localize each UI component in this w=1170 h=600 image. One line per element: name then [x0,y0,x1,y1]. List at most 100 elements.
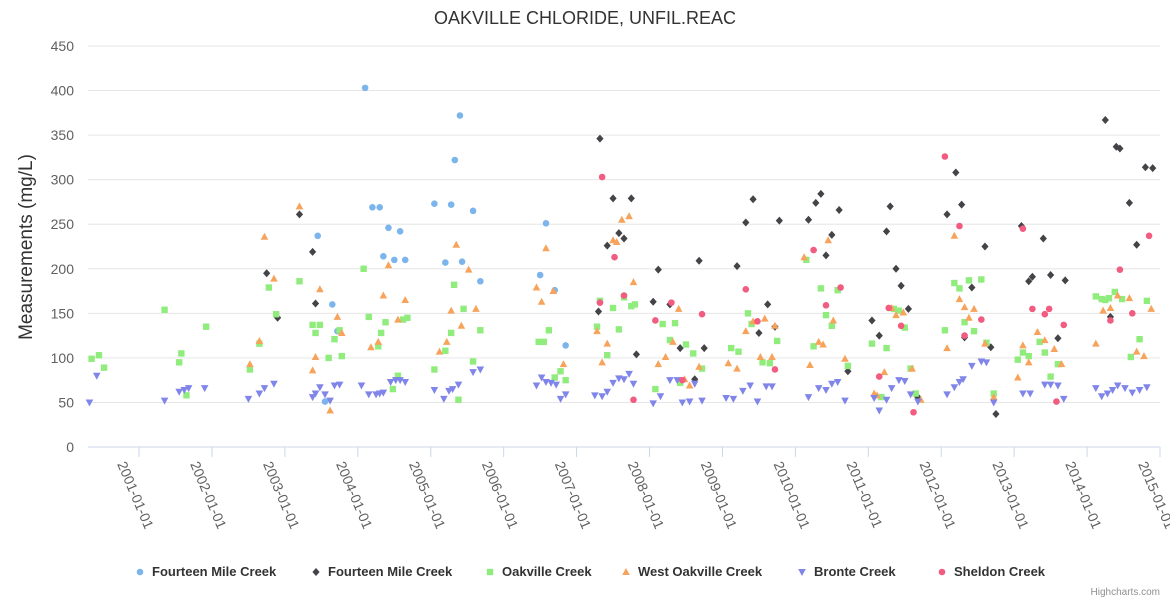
data-point [886,202,894,211]
legend-label: Bronte Creek [814,564,896,579]
data-point [435,347,444,355]
data-point [442,337,451,345]
y-tick-label: 350 [51,127,75,143]
data-point [800,253,808,261]
data-point [452,240,461,248]
data-point [735,348,742,355]
data-point [335,381,344,389]
data-point [952,168,960,177]
data-point [404,314,411,321]
data-point [316,321,324,329]
data-point [981,242,989,251]
data-point [900,378,909,386]
data-point [1098,295,1105,303]
data-point [537,297,546,305]
data-point [880,368,889,376]
data-point [390,256,398,264]
data-point [652,385,659,393]
data-point [260,232,269,240]
x-tick-label: 2010-01-01 [771,459,814,531]
data-point [246,360,254,368]
data-point [374,337,383,345]
data-point [742,285,750,293]
legend-item[interactable]: Fourteen Mile Creek [312,564,453,579]
data-point [742,218,750,227]
data-point [562,376,569,384]
plot-area [85,84,1157,419]
data-point [337,328,346,336]
data-point [627,194,635,203]
data-point [961,332,968,339]
x-tick-label: 2007-01-01 [552,459,595,531]
x-axis-ticks: 2001-01-01 2002-01-01 2003-01-01 2004-01-01… [114,447,1170,531]
data-point [755,328,763,337]
data-point [822,311,830,319]
data-point [331,335,338,343]
data-point [450,281,458,289]
data-point [631,301,639,308]
legend-symbol [312,568,320,576]
data-point [321,398,329,405]
data-point [1128,310,1136,317]
data-point [676,379,684,387]
data-point [965,277,973,284]
data-point [682,341,690,348]
data-point [1136,335,1143,343]
data-point [698,310,706,318]
data-point [389,385,397,393]
data-point [549,287,558,295]
series-3 [246,202,1156,414]
data-point [771,321,779,329]
y-tick-label: 300 [51,172,75,188]
data-point [612,238,621,246]
data-point [309,247,317,256]
data-point [630,396,637,404]
data-point [828,322,836,330]
data-point [768,352,776,360]
data-point [296,278,303,285]
data-point [562,342,569,349]
data-point [308,366,317,374]
data-point [1140,352,1148,360]
data-point [1118,295,1126,303]
data-point [545,327,553,334]
legend-item[interactable]: Fourteen Mile Creek [136,564,277,579]
data-point [1116,266,1124,273]
data-point [834,286,841,294]
data-point [878,393,885,401]
data-point [263,269,271,278]
data-point [982,359,991,367]
data-point [326,397,334,405]
legend-label: Sheldon Creek [954,564,1046,579]
data-point [1036,338,1043,346]
data-point [760,314,769,322]
legend-item[interactable]: Sheldon Creek [938,564,1046,579]
legend-item[interactable]: Bronte Creek [798,564,896,579]
data-point [885,304,893,312]
data-point [380,253,387,260]
series-4 [85,358,1151,415]
data-point [447,201,455,208]
data-point [837,284,844,291]
data-point [690,380,699,388]
data-point [308,394,317,402]
data-point [1113,291,1122,299]
data-point [609,379,617,387]
credits-link[interactable]: Highcharts.com [1091,587,1160,598]
data-point [685,381,694,389]
data-point [955,295,964,303]
legend-item[interactable]: Oakville Creek [486,564,593,579]
data-point [394,372,402,379]
data-point [464,265,473,273]
data-point [950,384,959,392]
legend-symbol [622,568,630,575]
legend-label: Fourteen Mile Creek [152,564,277,579]
y-axis-label: Measurements (mg/L) [16,154,37,340]
legend-item[interactable]: West Oakville Creek [622,564,763,579]
data-point [270,380,278,388]
data-point [618,215,626,223]
data-point [1040,381,1049,389]
y-tick-label: 200 [51,261,75,277]
legend[interactable]: Fourteen Mile Creek Fourteen Mile Creek Oa… [136,564,1046,579]
data-point [92,372,101,380]
